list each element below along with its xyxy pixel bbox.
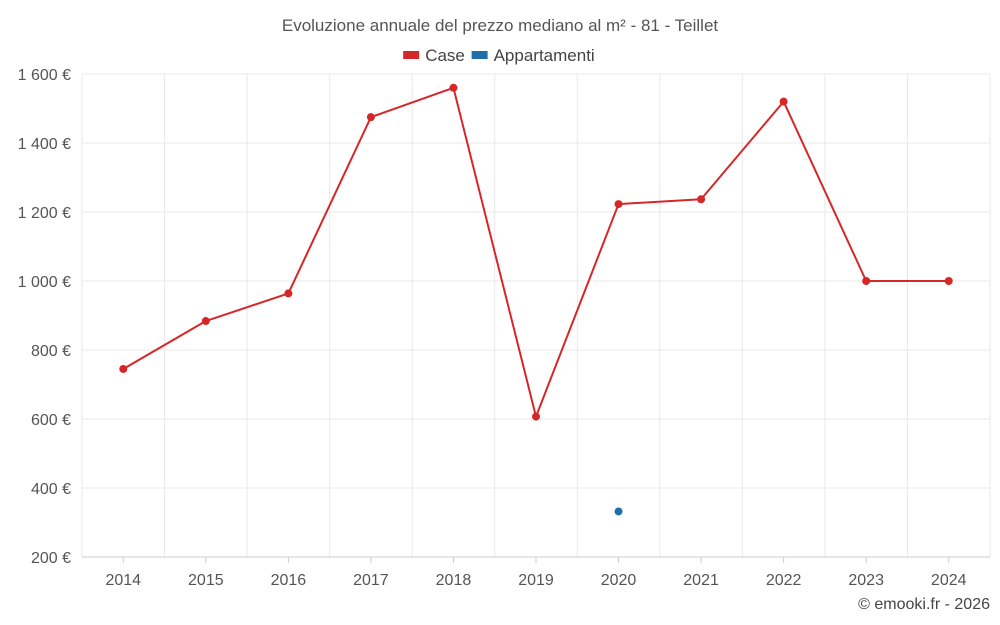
y-tick-label: 200 € <box>31 550 71 567</box>
data-point[interactable] <box>532 412 540 421</box>
data-point[interactable] <box>862 277 871 285</box>
y-tick-label: 1 000 € <box>18 274 71 291</box>
data-point[interactable] <box>366 113 375 122</box>
x-axis-ticks: 2014 2015 2016 2017 2018 2019 2020 2021 2022 2023… <box>105 557 967 589</box>
series-layer <box>119 83 953 516</box>
x-tick-label: 2023 <box>848 572 884 589</box>
legend-item-case[interactable]: Case <box>403 46 465 65</box>
x-tick-label: 2020 <box>601 572 637 589</box>
y-axis-ticks: 200 € 400 € 600 € 800 € 1 000 € 1 200 € 1 400 … <box>18 67 71 567</box>
x-tick-label: 2019 <box>518 572 554 589</box>
data-point[interactable] <box>614 200 623 209</box>
data-point[interactable] <box>697 195 706 204</box>
chart-title: Evoluzione annuale del prezzo mediano al… <box>282 16 719 35</box>
y-tick-label: 1 400 € <box>18 136 71 153</box>
legend-label: Appartamenti <box>494 46 595 65</box>
data-point[interactable] <box>284 289 293 298</box>
y-tick-label: 600 € <box>31 412 71 429</box>
y-tick-label: 1 600 € <box>18 67 71 84</box>
x-tick-label: 2024 <box>931 572 967 589</box>
data-point[interactable] <box>944 277 953 285</box>
data-point[interactable] <box>119 364 128 373</box>
legend-swatch <box>471 51 488 59</box>
x-gridlines <box>81 74 991 557</box>
y-gridlines <box>82 73 990 558</box>
x-tick-label: 2021 <box>683 572 719 589</box>
x-tick-label: 2017 <box>353 572 389 589</box>
x-tick-label: 2015 <box>188 572 224 589</box>
data-point[interactable] <box>779 97 788 106</box>
credit-text: © emooki.fr - 2026 <box>858 596 990 613</box>
data-point[interactable] <box>614 507 623 516</box>
series-case <box>119 83 953 421</box>
data-point[interactable] <box>201 317 210 326</box>
y-tick-label: 800 € <box>31 343 71 360</box>
x-tick-label: 2018 <box>436 572 472 589</box>
y-tick-label: 400 € <box>31 481 71 498</box>
series-appartamenti <box>614 507 623 516</box>
legend: Case Appartamenti <box>403 46 595 65</box>
legend-swatch <box>403 51 420 59</box>
y-tick-label: 1 200 € <box>18 205 71 222</box>
legend-label: Case <box>425 46 465 65</box>
data-point[interactable] <box>449 83 458 92</box>
x-tick-label: 2022 <box>766 572 802 589</box>
x-tick-label: 2014 <box>105 572 141 589</box>
legend-item-appartamenti[interactable]: Appartamenti <box>471 46 595 65</box>
x-tick-label: 2016 <box>271 572 307 589</box>
